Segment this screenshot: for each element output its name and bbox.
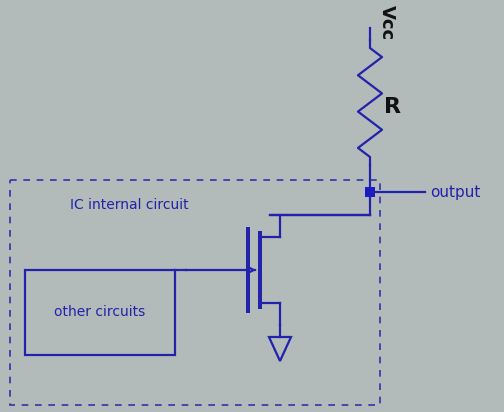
Text: R: R bbox=[384, 96, 401, 117]
Text: IC internal circuit: IC internal circuit bbox=[70, 198, 188, 212]
Text: Vcc: Vcc bbox=[378, 5, 396, 40]
Text: output: output bbox=[430, 185, 480, 199]
Bar bbox=[10, 180, 380, 405]
Text: other circuits: other circuits bbox=[54, 306, 146, 319]
Bar bbox=[25, 270, 175, 355]
